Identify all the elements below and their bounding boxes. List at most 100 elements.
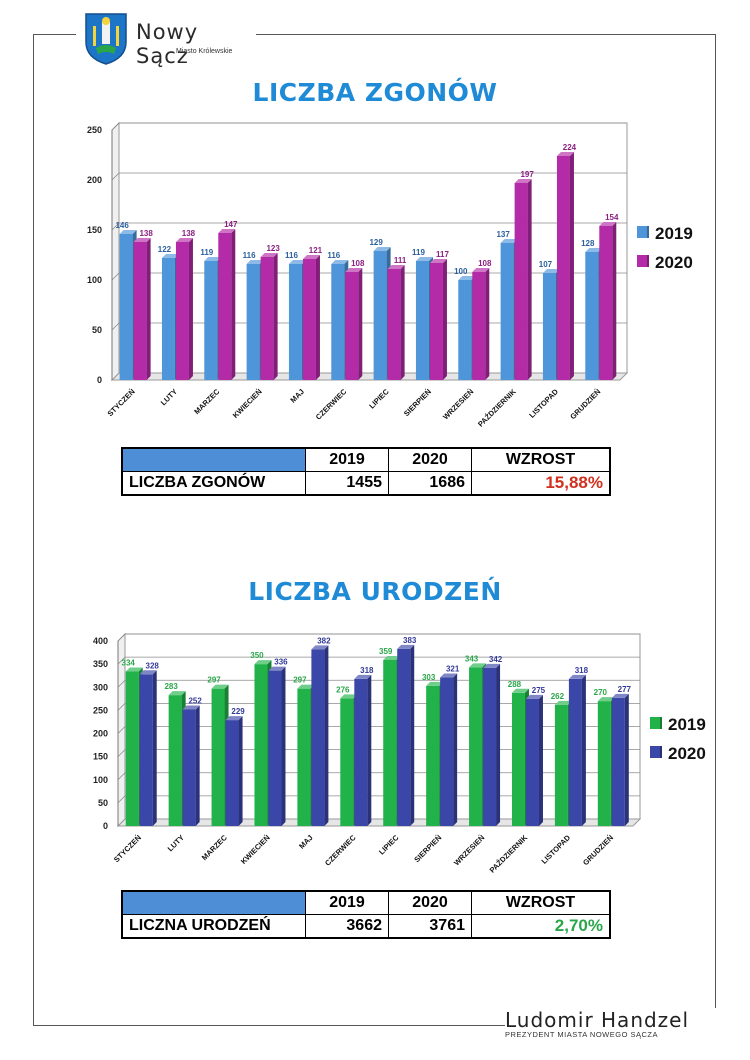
bar-2020-4 (311, 645, 329, 826)
y-tick-label: 50 (98, 798, 108, 808)
bar-top (611, 693, 629, 698)
bar-top (440, 673, 458, 678)
y-tick-label: 150 (87, 225, 102, 235)
data-label: 147 (224, 220, 238, 229)
bar-2020-2 (218, 229, 236, 380)
bar-2020-2 (225, 716, 243, 826)
bar-2020-3 (268, 666, 286, 826)
page-frame (33, 34, 716, 1026)
data-label: 128 (581, 239, 595, 248)
bar-front (311, 649, 325, 826)
bar-front (268, 670, 282, 826)
gridline (111, 122, 120, 131)
signature-name: Ludomir Handzel (505, 1008, 690, 1032)
bar-top (254, 660, 272, 665)
bar-front (211, 688, 225, 826)
y-tick-label: 150 (93, 752, 108, 762)
bar-top (268, 666, 286, 671)
legend-swatch-side (660, 746, 662, 758)
bar-front (246, 264, 260, 380)
y-tick-label: 0 (97, 375, 102, 385)
gridline (117, 795, 126, 804)
bar-top (554, 700, 572, 705)
bar-top (175, 238, 193, 242)
births-summary-table: 2019 2020 WZROST LICZNA URODZEŃ 3662 376… (121, 890, 611, 939)
bar-top (225, 716, 243, 721)
plot-side-wall (111, 121, 120, 382)
data-label: 229 (231, 707, 245, 716)
x-tick-label: LIPIEC (377, 833, 401, 857)
data-label: 197 (520, 170, 534, 179)
y-tick-label: 100 (87, 275, 102, 285)
bar-front (611, 697, 625, 826)
bar-front (554, 704, 568, 826)
bar-top (211, 684, 229, 689)
data-label: 119 (200, 248, 213, 257)
data-label: 123 (266, 244, 280, 253)
data-label: 343 (465, 654, 479, 663)
bar-top (288, 260, 306, 264)
bar-front (472, 272, 486, 380)
legend-swatch-side (660, 717, 662, 729)
bar-2020-7 (440, 673, 458, 826)
table-row-label: LICZBA ZGONÓW (121, 471, 306, 496)
bar-top (139, 670, 157, 675)
bar-front (288, 264, 302, 380)
deaths-summary-table: 2019 2020 WZROST LICZBA ZGONÓW 1455 1686… (121, 447, 611, 496)
bar-front (218, 233, 232, 380)
bar-top (429, 259, 447, 263)
bar-2020-0 (133, 238, 151, 380)
table-value-2019: 3662 (305, 914, 389, 939)
bar-front (204, 261, 218, 380)
header-logo: Nowy Sącz Miasto Królewskie (76, 8, 256, 68)
bar-front (429, 263, 443, 380)
x-tick-label: SIERPIEŃ (402, 387, 433, 418)
table-value-increase: 15,88% (471, 471, 611, 496)
data-label: 297 (207, 676, 221, 685)
x-tick-label: PAŹDZIERNIK (476, 387, 518, 429)
data-label: 116 (285, 251, 298, 260)
legend-label: 2019 (668, 715, 706, 734)
data-label: 138 (139, 229, 153, 238)
bar-front (354, 678, 368, 826)
y-tick-label: 350 (93, 659, 108, 669)
bar-front (469, 667, 483, 826)
data-label: 277 (618, 685, 632, 694)
x-tick-label: GRUDZIEŃ (568, 387, 602, 421)
x-tick-label: STYCZEŃ (106, 387, 137, 418)
deaths-chart: 0 50 100 150 200 250 146 122 119 116 116 116 129 119 1… (87, 121, 693, 429)
y-tick-label: 200 (93, 729, 108, 739)
table-header-blank (121, 447, 306, 472)
table-header-increase: WZROST (471, 890, 611, 915)
bar-top (542, 269, 560, 273)
table-value-2020: 3761 (388, 914, 472, 939)
bar-front (458, 280, 472, 380)
bar-front (415, 261, 429, 380)
bar-front (302, 259, 316, 380)
data-label: 107 (539, 260, 553, 269)
bar-top (458, 276, 476, 280)
bar-side (358, 268, 363, 380)
bar-top (331, 260, 349, 264)
bar-top (345, 268, 363, 272)
bar-front (133, 242, 147, 380)
bar-top (133, 238, 151, 242)
bar-front (125, 671, 139, 826)
bar-front (397, 648, 411, 826)
data-label: 262 (551, 692, 565, 701)
bar-top (525, 694, 543, 699)
bar-2020-3 (260, 253, 278, 380)
bar-side (195, 705, 200, 826)
signature-block: Ludomir Handzel PREZYDENT MIASTA NOWEGO … (505, 1008, 720, 1039)
bar-top (500, 239, 518, 243)
table-value-increase: 2,70% (471, 914, 611, 939)
data-label: 146 (115, 221, 129, 230)
legend-label: 2020 (668, 744, 706, 763)
bar-side (238, 716, 243, 826)
x-tick-label: KWIECIEŃ (239, 833, 272, 866)
bar-top (511, 688, 529, 693)
gridline (117, 726, 126, 734)
bar-2020-10 (568, 674, 586, 826)
bar-side (527, 179, 532, 380)
bar-2020-0 (139, 670, 157, 826)
